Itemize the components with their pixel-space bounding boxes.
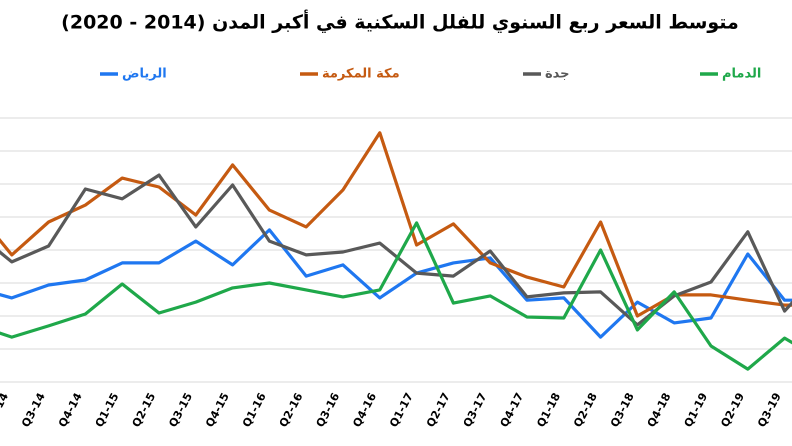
x-axis: Q2-14 Q3-14 Q4-14 Q1-15 Q2-15 Q3-15 Q4-15 Q1-16… <box>0 390 784 429</box>
x-tick-label: Q2-14 <box>0 390 11 429</box>
x-tick-label: Q1-16 <box>240 390 269 429</box>
x-tick-label: Q3-16 <box>314 390 343 429</box>
lines <box>0 131 792 371</box>
series-line <box>0 221 792 371</box>
series-line <box>0 228 792 339</box>
grid <box>0 117 792 383</box>
legend: الرياض مكة المكرمة جدة الدمام <box>100 67 761 82</box>
x-tick-label: Q3-14 <box>19 390 48 429</box>
x-tick-label: Q3-15 <box>166 391 195 430</box>
legend-label: مكة المكرمة <box>322 67 400 82</box>
legend-label: جدة <box>545 67 570 82</box>
x-tick-label: Q3-18 <box>608 391 637 430</box>
legend-label: الدمام <box>722 67 761 82</box>
x-tick-label: Q1-17 <box>387 391 416 430</box>
x-tick-label: Q2-17 <box>424 391 453 430</box>
x-tick-label: Q3-17 <box>461 391 490 430</box>
x-tick-label: Q4-16 <box>350 390 379 429</box>
legend-label: الرياض <box>122 67 167 82</box>
x-tick-label: Q4-17 <box>498 391 527 430</box>
x-tick-label: Q2-18 <box>571 391 600 430</box>
x-tick-label: Q2-16 <box>277 390 306 429</box>
x-tick-label: Q1-19 <box>682 391 711 430</box>
x-tick-label: Q4-15 <box>203 391 232 430</box>
x-tick-label: Q3-19 <box>755 391 784 430</box>
x-tick-label: Q4-14 <box>56 390 85 429</box>
x-tick-label: Q2-19 <box>718 391 747 430</box>
x-tick-label: Q2-15 <box>130 391 159 430</box>
x-tick-label: Q1-15 <box>93 391 122 430</box>
x-tick-label: Q1-18 <box>534 391 563 430</box>
chart-title: متوسط السعر ربع السنوي للفلل السكنية في … <box>61 10 739 35</box>
x-tick-label: Q4-18 <box>645 391 674 430</box>
